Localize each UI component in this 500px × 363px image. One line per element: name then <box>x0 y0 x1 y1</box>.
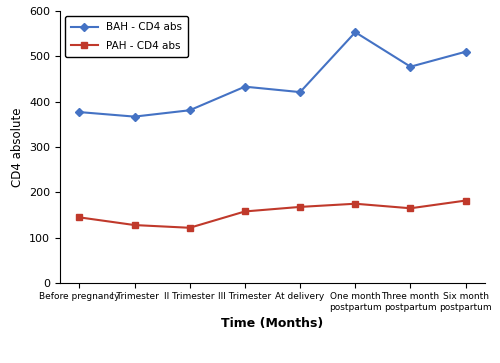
BAH - CD4 abs <box>408 65 414 69</box>
BAH - CD4 abs <box>186 108 192 113</box>
BAH - CD4 abs <box>462 49 468 54</box>
PAH - CD4 abs <box>76 215 82 220</box>
PAH - CD4 abs <box>186 226 192 230</box>
Y-axis label: CD4 absolute: CD4 absolute <box>10 107 24 187</box>
BAH - CD4 abs <box>297 90 303 94</box>
Line: BAH - CD4 abs: BAH - CD4 abs <box>76 29 468 119</box>
PAH - CD4 abs <box>352 201 358 206</box>
X-axis label: Time (Months): Time (Months) <box>222 317 324 330</box>
BAH - CD4 abs <box>76 110 82 114</box>
BAH - CD4 abs <box>352 30 358 34</box>
Legend: BAH - CD4 abs, PAH - CD4 abs: BAH - CD4 abs, PAH - CD4 abs <box>65 16 188 57</box>
PAH - CD4 abs <box>242 209 248 213</box>
PAH - CD4 abs <box>297 205 303 209</box>
BAH - CD4 abs <box>132 114 138 119</box>
PAH - CD4 abs <box>408 206 414 211</box>
PAH - CD4 abs <box>462 198 468 203</box>
Line: PAH - CD4 abs: PAH - CD4 abs <box>76 198 468 231</box>
PAH - CD4 abs <box>132 223 138 227</box>
BAH - CD4 abs <box>242 85 248 89</box>
